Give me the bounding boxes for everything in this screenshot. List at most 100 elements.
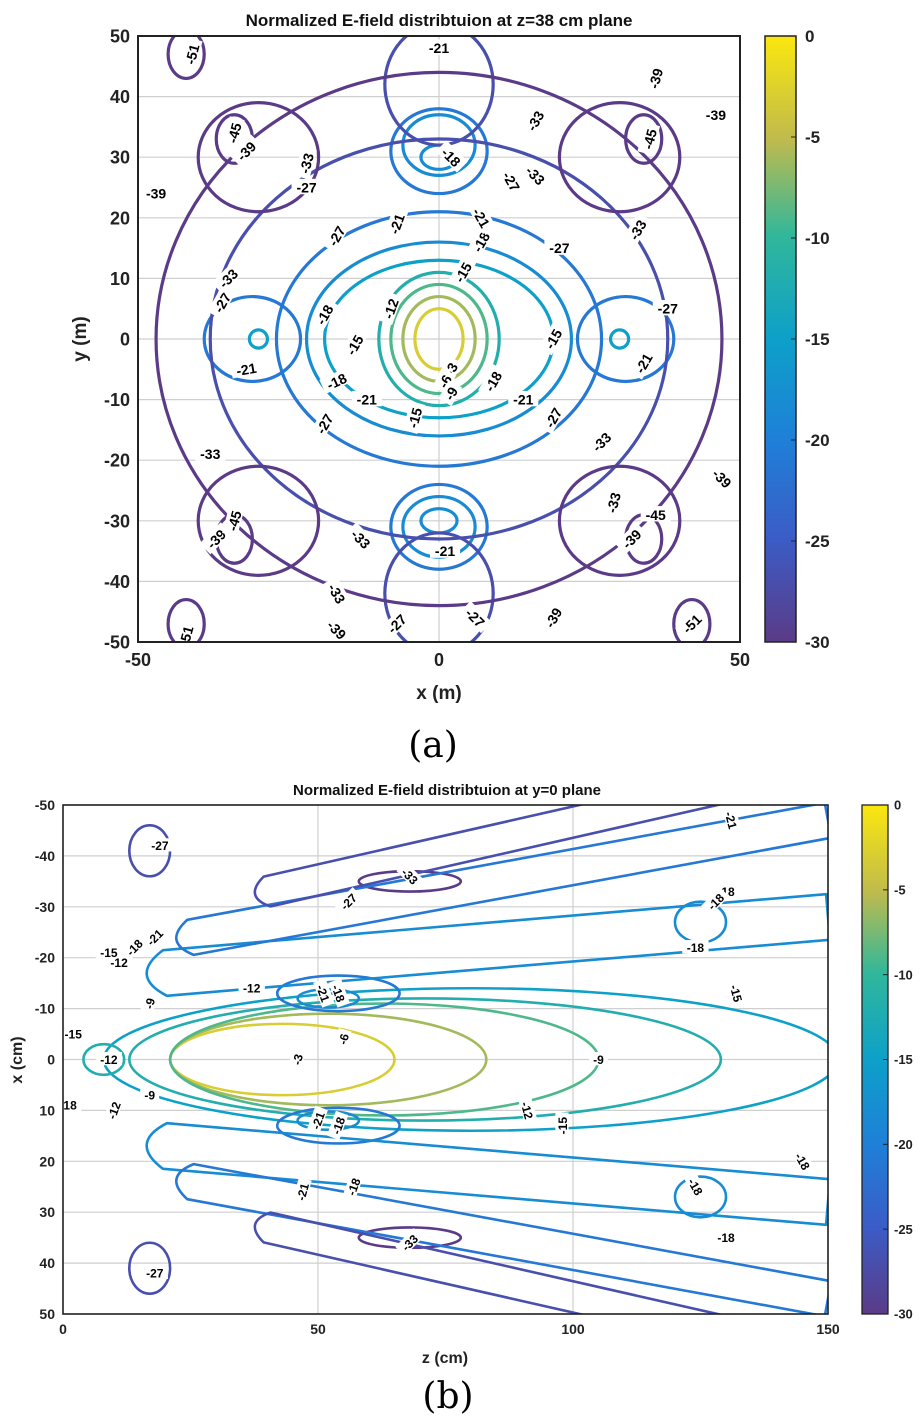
contour-label: -21 [383,206,409,241]
colorbar-tick-label: -15 [894,1052,913,1067]
contour-label: -18 [712,1230,740,1245]
x-tick-label: 50 [310,1321,326,1337]
contour-label: -39 [700,106,731,123]
x-tick-label: 150 [816,1321,840,1337]
contour-label-text: -27 [146,1267,164,1281]
contour-line [196,464,321,577]
contour-label: -39 [141,184,172,202]
colorbar-tick-label: -30 [805,633,830,652]
y-tick-label: 50 [39,1306,55,1322]
contour-label-text: -45 [646,507,666,523]
colorbar-tick-label: -5 [805,128,820,147]
colorbar-tick-label: -20 [894,1137,913,1152]
contour-label: -27 [652,300,683,317]
colorbar-tick-label: -30 [894,1307,913,1322]
panel-a-colorbar: 0 -5 -10 -15 -20 -25 -30 [764,27,830,652]
contour-label: -27 [544,239,575,256]
contour-label: -12 [102,1095,124,1125]
contour-label-text: -27 [296,180,316,196]
colorbar-tick-label: 0 [894,798,901,813]
contour-label: -18 [319,367,354,394]
contour-label: -18 [682,940,709,955]
y-tick-label: -50 [35,797,55,813]
x-tick-label: 0 [59,1321,67,1337]
contour-label-text: -39 [645,66,666,90]
panel-a: Normalized E-field distribtuion at z=38 … [70,11,830,766]
contour-line [608,328,631,350]
x-tick-label: 0 [434,650,444,670]
contour-label-text: -18 [329,983,348,1004]
contour-line [389,107,489,196]
contour-label-text: -21 [435,543,455,559]
panel-b-colorbar: 0 -5 -10 -15 -20 -25 -30 [861,798,913,1322]
contour-line [145,892,828,998]
panel-b-contours [82,805,828,1314]
colorbar-tick-label: -25 [894,1222,913,1237]
contour-label-text: -39 [706,107,726,123]
y-tick-label: -20 [104,451,130,471]
contour-line [154,70,724,608]
y-tick-label: 20 [39,1153,55,1169]
contour-label: -3 [287,1048,306,1071]
contour-label: -12 [518,1095,538,1125]
contour-line [672,597,712,642]
colorbar-tick-label: -15 [805,330,830,349]
contour-label: -21 [292,1177,312,1207]
contour-line [82,1042,126,1077]
contour-label-text: -12 [105,1100,124,1121]
panel-a-ylabel: y (m) [70,316,91,361]
panel-a-tick-labels: -50 0 50 50 40 30 20 10 0 -10 -20 -30 -40 -50 [104,26,750,670]
contour-label: -18 [466,224,495,259]
contour-label-text: -21 [722,810,740,831]
contour-label: -51 [179,37,203,71]
contour-label-text: -9 [144,1088,155,1102]
y-tick-label: 20 [110,208,130,228]
panel-a-caption: (a) [408,725,458,766]
y-tick-label: -40 [35,848,55,864]
contour-label: -9 [140,1087,160,1102]
contour-label-text: -12 [380,296,402,321]
contour-line [247,328,270,350]
contour-label: -9 [140,992,158,1015]
contour-line [275,1106,401,1145]
contour-label: -12 [377,291,403,326]
contour-line [401,113,477,177]
contour-line [673,1175,728,1219]
contour-label-text: -12 [100,1053,118,1067]
contour-label: -45 [222,116,245,150]
contour-line [557,464,682,577]
contour-label: -21 [423,39,455,56]
contour-label: -12 [95,1052,123,1067]
contour-label-text: -21 [235,360,258,379]
contour-line [145,1121,828,1227]
contour-label-text: -15 [100,946,118,960]
contour-line [383,36,495,147]
x-tick-label: -50 [125,650,151,670]
y-tick-label: -10 [35,1001,55,1017]
panel-b: Normalized E-field distribtuion at y=0 p… [9,782,913,1416]
colorbar-tick-label: -25 [805,532,830,551]
contour-label: -33 [601,485,624,519]
x-tick-label: 50 [730,650,750,670]
contour-label: -39 [643,61,666,95]
contour-label-text: -12 [243,982,261,996]
contour-line [389,482,489,571]
contour-label: -33 [195,445,226,462]
contour-label-text: -45 [224,121,245,145]
contour-label-text: -33 [296,151,317,175]
contour-label: -18 [63,1097,82,1113]
contour-line [202,294,303,384]
y-tick-label: 50 [110,26,130,46]
contour-label: -9 [589,1052,608,1067]
contour-label-text: -3 [290,1052,306,1066]
contour-label: -45 [222,504,245,538]
y-tick-label: -40 [104,572,130,592]
contour-label-text: -21 [429,40,449,56]
contour-label: -15 [63,1026,87,1041]
contour-label: -21 [313,978,335,1008]
contour-label-text: -51 [176,624,197,648]
contour-label-text: -15 [556,1117,570,1135]
contour-label-text: -45 [639,127,660,151]
contour-label: -27 [291,178,322,196]
